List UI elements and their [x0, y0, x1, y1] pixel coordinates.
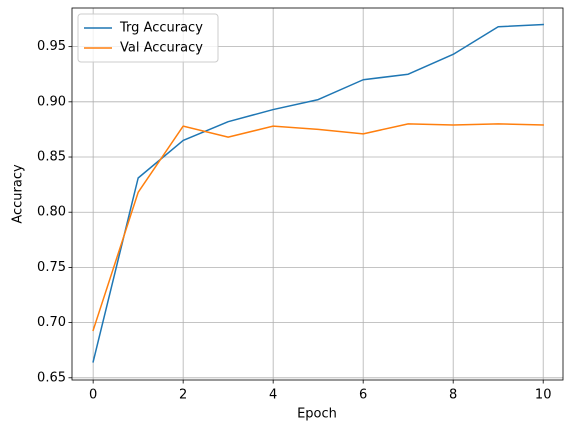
y-tick-label: 0.70 [37, 315, 66, 330]
y-tick-label: 0.85 [37, 150, 66, 165]
y-tick-label: 0.80 [37, 205, 66, 220]
plot-frame [71, 7, 564, 381]
series-line [92, 123, 544, 332]
series-line [92, 23, 544, 363]
y-tick-label: 0.95 [37, 39, 66, 54]
x-tick-label: 10 [535, 388, 552, 403]
legend-label: Trg Accuracy [119, 21, 203, 36]
x-axis-label: Epoch [297, 407, 337, 422]
y-tick-label: 0.65 [37, 370, 66, 385]
x-tick-label: 8 [449, 388, 457, 403]
y-axis-label: Accuracy [11, 164, 26, 224]
x-tick-label: 0 [89, 388, 97, 403]
y-tick-label: 0.75 [37, 260, 66, 275]
legend-box [77, 13, 219, 63]
x-tick-label: 6 [359, 388, 367, 403]
legend-label: Val Accuracy [120, 41, 203, 56]
x-tick-label: 4 [269, 388, 277, 403]
x-tick-label: 2 [179, 388, 187, 403]
y-tick-label: 0.90 [37, 94, 66, 109]
